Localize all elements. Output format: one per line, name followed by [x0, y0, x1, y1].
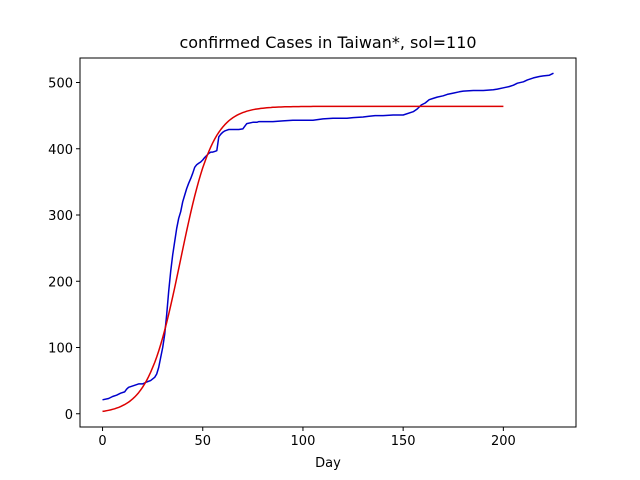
series-line-observed — [102, 72, 554, 401]
x-axis-label: Day — [315, 456, 341, 471]
plot-frame — [79, 57, 577, 428]
x-tick-label: 150 — [391, 434, 416, 449]
x-tick-label: 0 — [98, 434, 106, 449]
y-tick-label: 200 — [48, 275, 73, 290]
y-tick-label: 100 — [48, 342, 73, 357]
y-tick-label: 0 — [65, 408, 73, 423]
x-tick-label: 100 — [291, 434, 316, 449]
series-line-fit — [102, 105, 504, 413]
y-tick-label: 400 — [48, 143, 73, 158]
y-tick-label: 500 — [48, 77, 73, 92]
x-tick-label: 200 — [491, 434, 516, 449]
series-group — [102, 72, 554, 413]
chart-title: confirmed Cases in Taiwan*, sol=110 — [179, 33, 476, 52]
ticks-group: 0 50 100 150 200 0 100 200 300 400 500 — [48, 77, 516, 449]
y-tick-label: 300 — [48, 209, 73, 224]
x-tick-label: 50 — [194, 434, 211, 449]
